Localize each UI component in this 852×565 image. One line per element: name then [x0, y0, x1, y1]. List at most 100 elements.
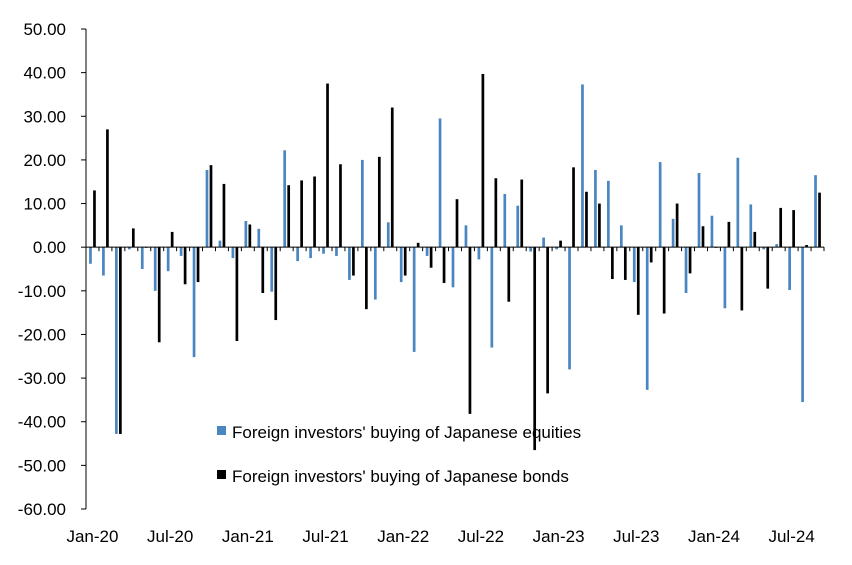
bar-equities-Jul-20: [166, 247, 170, 272]
bar-bonds-Sep-22: [507, 247, 511, 302]
bar-equities-Jun-21: [309, 247, 312, 259]
bar-equities-May-24: [762, 247, 766, 250]
bar-equities-Apr-24: [749, 204, 753, 248]
bar-bonds-Jan-21: [248, 224, 252, 248]
axes-layer: 50.00 40.00 30.00 20.00 10.00 0.00 -10.00 -20.0…: [18, 20, 825, 546]
y-tick-label: -10.00: [18, 282, 66, 301]
bar-equities-Sep-22: [503, 193, 507, 248]
bar-bonds-Nov-22: [533, 247, 537, 451]
bar-equities-Jun-23: [619, 225, 623, 248]
bar-equities-Oct-21: [361, 159, 364, 248]
bar-equities-Jun-20: [153, 247, 157, 291]
bar-bonds-Oct-22: [520, 179, 524, 248]
bar-equities-Feb-22: [412, 247, 416, 352]
bar-equities-Mar-24: [736, 157, 740, 248]
x-tick-label: Jul-20: [147, 527, 193, 546]
bar-bonds-Oct-20: [209, 165, 213, 248]
bar-bonds-Dec-20: [235, 247, 239, 341]
bar-bonds-Jun-24: [779, 207, 783, 248]
bar-equities-Jan-24: [710, 215, 714, 248]
bar-equities-May-23: [607, 180, 610, 248]
x-tick-label: Jan-21: [222, 527, 274, 546]
x-tick-label: Jul-23: [613, 527, 659, 546]
legend: Foreign investors' buying of Japanese eq…: [217, 423, 581, 486]
bar-bonds-Jan-20: [93, 190, 96, 248]
bar-equities-Sep-21: [348, 247, 351, 280]
bar-equities-Apr-21: [283, 150, 287, 248]
x-tick-label: Jan-20: [66, 527, 118, 546]
bar-bonds-Sep-23: [662, 247, 666, 314]
y-tick-label: -50.00: [18, 456, 66, 475]
y-tick-label: -60.00: [18, 500, 66, 519]
x-tick-label: Jul-24: [768, 527, 814, 546]
bar-equities-Mar-23: [581, 84, 584, 248]
x-tick-label: Jan-24: [688, 527, 740, 546]
x-tick-label: Jan-22: [377, 527, 429, 546]
bar-equities-Feb-24: [723, 247, 727, 309]
x-tick-label: Jul-21: [302, 527, 348, 546]
bar-equities-Mar-22: [425, 247, 429, 256]
bar-equities-Mar-20: [115, 247, 118, 434]
bar-bonds-Oct-21: [365, 247, 368, 310]
x-tick-label: Jul-22: [458, 527, 504, 546]
bar-equities-Jan-21: [244, 221, 248, 248]
bar-equities-Apr-22: [438, 118, 442, 248]
bar-bonds-Dec-23: [701, 226, 705, 248]
bar-bonds-Dec-21: [390, 107, 394, 248]
bar-bonds-Jan-22: [403, 247, 407, 276]
bar-bonds-Mar-20: [119, 247, 122, 434]
bar-equities-Nov-21: [373, 247, 377, 300]
bar-bonds-Feb-21: [261, 247, 265, 293]
bars-layer: [89, 73, 821, 451]
legend-swatch-equities: [217, 426, 226, 435]
bar-bonds-Sep-20: [196, 247, 200, 283]
bar-equities-Jan-20: [89, 247, 92, 264]
bar-equities-Jul-21: [322, 247, 325, 254]
y-tick-label: 10.00: [23, 195, 66, 214]
bar-bonds-Apr-21: [287, 185, 291, 248]
legend-label-bonds: Foreign investors' buying of Japanese bo…: [232, 467, 569, 486]
bar-bonds-Feb-22: [416, 242, 420, 248]
bar-equities-Jun-22: [464, 225, 468, 248]
bar-equities-Aug-24: [801, 247, 804, 403]
bar-equities-Aug-23: [645, 247, 649, 390]
legend-swatch-bonds: [217, 470, 226, 479]
bar-equities-Oct-23: [671, 218, 675, 248]
y-tick-label: -20.00: [18, 325, 66, 344]
bar-equities-Jul-23: [632, 247, 636, 283]
bar-bonds-Jul-20: [170, 231, 174, 248]
bar-bonds-Aug-22: [494, 178, 498, 248]
bar-bonds-Nov-23: [688, 247, 692, 274]
x-tick-label: Jan-23: [533, 527, 585, 546]
bar-bonds-Oct-23: [675, 203, 679, 248]
bar-bonds-Aug-24: [805, 245, 808, 248]
bar-equities-Sep-23: [658, 162, 662, 248]
bar-bonds-Jul-22: [481, 73, 485, 248]
y-tick-label: 0.00: [33, 238, 66, 257]
bar-bonds-Aug-21: [339, 164, 342, 248]
y-tick-label: 30.00: [23, 107, 66, 126]
bar-equities-Apr-23: [594, 169, 597, 248]
bar-bonds-Jun-22: [468, 247, 472, 414]
bar-bonds-Mar-24: [740, 247, 744, 311]
bar-bonds-May-24: [766, 247, 770, 289]
legend-label-equities: Foreign investors' buying of Japanese eq…: [232, 423, 581, 442]
bar-equities-Oct-22: [516, 205, 520, 248]
bar-equities-Feb-23: [568, 247, 571, 370]
bar-bonds-Mar-22: [429, 247, 433, 268]
bar-equities-Dec-21: [386, 222, 390, 248]
bar-bonds-Jul-24: [792, 210, 795, 248]
bar-equities-Nov-23: [684, 247, 688, 293]
bar-equities-Jul-22: [477, 247, 481, 260]
bar-bonds-May-23: [611, 247, 614, 280]
bar-bonds-Aug-23: [649, 247, 653, 263]
bar-bonds-Jun-21: [313, 176, 316, 248]
bar-equities-May-21: [296, 247, 299, 262]
bar-equities-Aug-20: [179, 247, 183, 256]
bar-bonds-Jun-20: [157, 247, 161, 343]
bar-equities-Aug-22: [490, 247, 494, 348]
bar-equities-Dec-20: [231, 247, 235, 259]
bar-equities-Feb-20: [102, 247, 105, 276]
bar-bonds-Apr-20: [131, 228, 135, 248]
